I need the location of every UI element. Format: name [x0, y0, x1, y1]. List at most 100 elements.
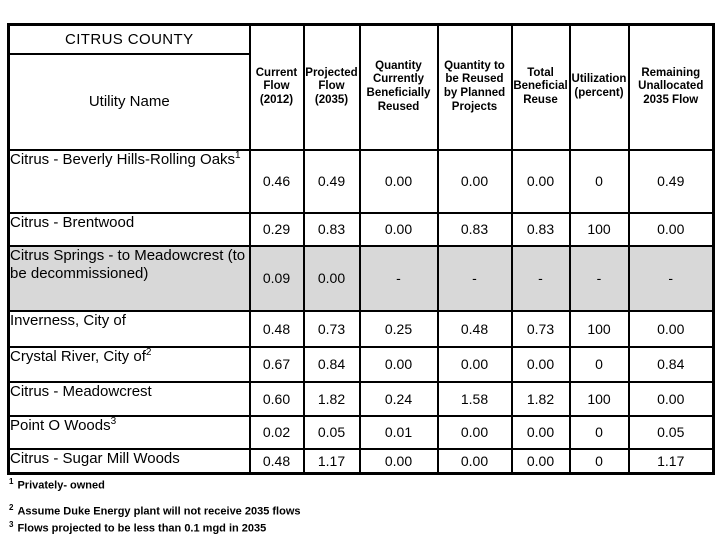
- value-cell: 0.73: [510, 309, 571, 348]
- utility-name: Citrus - Beverly Hills-Rolling Oaks: [10, 150, 236, 168]
- col-header-quantity-planned-projects: Quantity to be Reused by Planned Project…: [436, 23, 513, 151]
- utility-name-cell: Crystal River, City of2: [7, 345, 251, 383]
- value-cell: 0: [568, 148, 630, 214]
- utility-name: Point O Woods: [10, 416, 111, 434]
- value-cell: 0.48: [248, 447, 305, 475]
- value-cell: 0.00: [627, 380, 715, 417]
- value-cell: 0.00: [436, 447, 513, 475]
- col-header-quantity-currently-reused: Quantity Currently Beneficially Reused: [358, 23, 439, 151]
- value-cell: 1.82: [302, 380, 361, 417]
- footnote-marker: 2: [145, 346, 152, 358]
- utility-name-header-cell: Utility Name: [7, 52, 251, 151]
- footnote-marker: 1: [235, 149, 241, 161]
- utility-name: Inverness, City of: [10, 311, 126, 329]
- footnote-1-marker: 1: [9, 477, 14, 486]
- utility-name: Citrus - Meadowcrest: [10, 382, 152, 400]
- footnote-2: 2 Assume Duke Energy plant will not recei…: [9, 503, 301, 518]
- value-cell: 0.48: [248, 309, 305, 348]
- value-cell: 0.00: [627, 309, 715, 348]
- table-row-decommissioned: Citrus Springs - to Meadowcrest (to be d…: [7, 244, 715, 312]
- value-cell: 0.48: [436, 309, 513, 348]
- county-header-cell: CITRUS COUNTY: [7, 23, 251, 55]
- value-cell: 0.73: [302, 309, 361, 348]
- footnote-3: 3 Flows projected to be less than 0.1 mgd…: [9, 520, 266, 535]
- footnote-marker: 3: [110, 415, 117, 427]
- table-row: Crystal River, City of2 0.67 0.84 0.00 0…: [7, 345, 715, 383]
- value-cell: 0.01: [358, 414, 439, 450]
- utility-name-cell: Citrus Springs - to Meadowcrest (to be d…: [7, 244, 251, 312]
- footnote-1-text: Privately- owned: [17, 479, 105, 492]
- value-cell: 0.00: [358, 148, 439, 214]
- utility-flow-table: CITRUS COUNTY Current Flow (2012) Projec…: [7, 23, 715, 475]
- value-cell: 0.49: [627, 148, 715, 214]
- value-cell: 0.46: [248, 148, 305, 214]
- value-cell: 0.00: [358, 211, 439, 247]
- value-cell: 0.25: [358, 309, 439, 348]
- value-cell: -: [436, 244, 513, 312]
- utility-name-cell: Point O Woods3: [7, 414, 251, 450]
- utility-name-cell: Citrus - Beverly Hills-Rolling Oaks1: [7, 148, 251, 214]
- value-cell: 0.29: [248, 211, 305, 247]
- value-cell: 0.00: [436, 414, 513, 450]
- col-header-total-beneficial-reuse: Total Beneficial Reuse: [510, 23, 571, 151]
- value-cell: 0.05: [627, 414, 715, 450]
- table-row: Citrus - Sugar Mill Woods 0.48 1.17 0.00…: [7, 447, 715, 475]
- value-cell: 0.84: [302, 345, 361, 383]
- value-cell: 0.00: [436, 345, 513, 383]
- value-cell: 0.05: [302, 414, 361, 450]
- table-row: Citrus - Brentwood 0.29 0.83 0.00 0.83 0…: [7, 211, 715, 247]
- value-cell: 1.82: [510, 380, 571, 417]
- utility-name: Citrus - Sugar Mill Woods: [10, 449, 180, 467]
- value-cell: 100: [568, 309, 630, 348]
- footnote-3-marker: 3: [9, 520, 14, 529]
- col-header-remaining-unallocated: Remaining Unallocated 2035 Flow: [627, 23, 715, 151]
- value-cell: 0.00: [510, 148, 571, 214]
- value-cell: 0: [568, 447, 630, 475]
- value-cell: -: [510, 244, 571, 312]
- utility-name-cell: Citrus - Brentwood: [7, 211, 251, 247]
- value-cell: 0.00: [510, 414, 571, 450]
- value-cell: 0.09: [248, 244, 305, 312]
- value-cell: 0.00: [358, 447, 439, 475]
- table-row: Citrus - Beverly Hills-Rolling Oaks1 0.4…: [7, 148, 715, 214]
- col-header-current-flow: Current Flow (2012): [248, 23, 305, 151]
- table-row: Citrus - Meadowcrest 0.60 1.82 0.24 1.58…: [7, 380, 715, 417]
- col-header-utilization: Utilization (percent): [568, 23, 630, 151]
- value-cell: 0.83: [436, 211, 513, 247]
- utility-name: Citrus - Brentwood: [10, 213, 135, 231]
- col-header-projected-flow: Projected Flow (2035): [302, 23, 361, 151]
- value-cell: 1.58: [436, 380, 513, 417]
- table-row: Point O Woods3 0.02 0.05 0.01 0.00 0.00 …: [7, 414, 715, 450]
- utility-name: Citrus Springs - to Meadowcrest (to be d…: [10, 246, 246, 282]
- value-cell: 1.17: [627, 447, 715, 475]
- value-cell: 0.00: [436, 148, 513, 214]
- value-cell: 0.67: [248, 345, 305, 383]
- value-cell: 0.00: [358, 345, 439, 383]
- value-cell: 0.84: [627, 345, 715, 383]
- value-cell: 0.49: [302, 148, 361, 214]
- value-cell: 0.83: [302, 211, 361, 247]
- value-cell: 1.17: [302, 447, 361, 475]
- value-cell: 0: [568, 345, 630, 383]
- value-cell: 100: [568, 380, 630, 417]
- table-row: Inverness, City of 0.48 0.73 0.25 0.48 0…: [7, 309, 715, 348]
- utility-name-cell: Citrus - Sugar Mill Woods: [7, 447, 251, 475]
- value-cell: -: [627, 244, 715, 312]
- utility-name: Crystal River, City of: [10, 347, 146, 365]
- value-cell: 0.60: [248, 380, 305, 417]
- table-header-row-utility: Utility Name: [7, 52, 714, 151]
- utility-name-cell: Citrus - Meadowcrest: [7, 380, 251, 417]
- footnote-2-marker: 2: [9, 503, 14, 512]
- utility-name-cell: Inverness, City of: [7, 309, 251, 348]
- table-header-row-county: CITRUS COUNTY Current Flow (2012) Projec…: [7, 23, 715, 151]
- footnote-3-text: Flows projected to be less than 0.1 mgd …: [17, 522, 267, 535]
- value-cell: 0.00: [627, 211, 715, 247]
- footnote-1: 1 Privately- owned: [9, 477, 105, 492]
- value-cell: 0.00: [510, 447, 571, 475]
- value-cell: -: [568, 244, 630, 312]
- value-cell: 0.24: [358, 380, 439, 417]
- value-cell: 0.83: [510, 211, 571, 247]
- value-cell: 100: [568, 211, 630, 247]
- value-cell: -: [358, 244, 439, 312]
